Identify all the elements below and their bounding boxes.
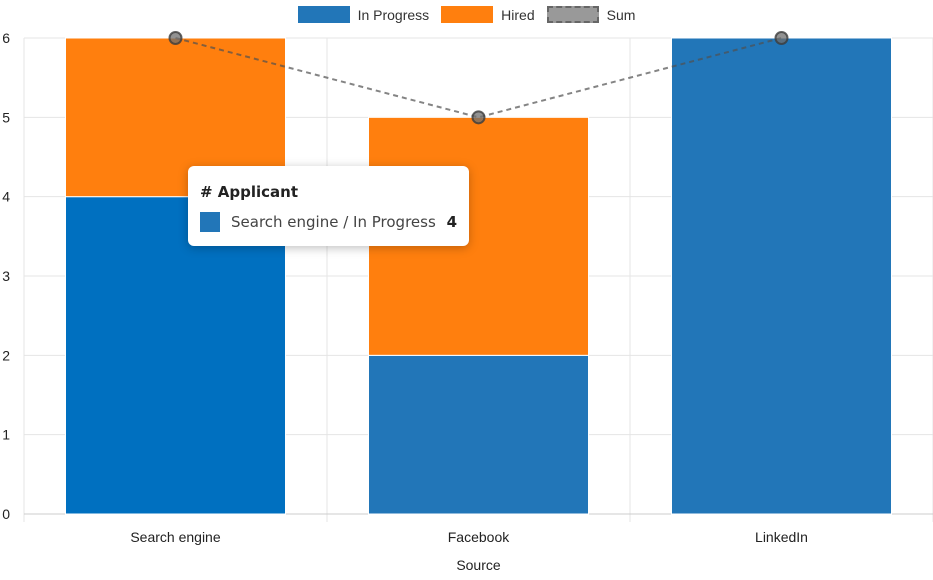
tooltip-value: 4 — [446, 213, 457, 231]
sum-line — [175, 37, 782, 119]
x-tick-label: LinkedIn — [755, 529, 808, 545]
sum-point — [471, 110, 486, 125]
legend-swatch — [441, 6, 494, 23]
tooltip-swatch — [200, 212, 220, 232]
tooltip-label: Search engine / In Progress — [231, 213, 436, 231]
x-tick-label: Search engine — [130, 529, 221, 545]
tooltip-title: # Applicant — [200, 183, 299, 201]
y-tick-label: 0 — [2, 506, 10, 522]
legend-swatch — [297, 6, 350, 23]
legend: In Progress Hired Sum — [0, 6, 933, 23]
y-tick-label: 6 — [2, 30, 10, 46]
legend-label: Sum — [606, 6, 636, 23]
legend-item[interactable]: In Progress — [297, 6, 430, 23]
sum-point — [774, 31, 789, 45]
legend-item[interactable]: Hired — [441, 6, 535, 23]
x-tick-label: Facebook — [448, 529, 510, 545]
x-axis-title: Source — [456, 557, 501, 573]
y-tick-label: 5 — [2, 109, 10, 125]
sum-point — [168, 31, 183, 45]
tooltip: # Applicant Search engine / In Progress … — [188, 166, 469, 246]
bar-in-progress — [65, 196, 286, 515]
y-tick-label: 4 — [2, 189, 10, 205]
bar-in-progress — [368, 354, 589, 515]
legend-item[interactable]: Sum — [546, 6, 636, 23]
y-tick-label: 1 — [2, 427, 10, 443]
legend-swatch — [546, 6, 599, 23]
legend-label: In Progress — [357, 6, 430, 23]
legend-label: Hired — [501, 6, 535, 23]
y-tick-label: 3 — [2, 268, 10, 284]
y-tick-label: 2 — [2, 347, 10, 363]
bar-in-progress — [671, 37, 892, 515]
